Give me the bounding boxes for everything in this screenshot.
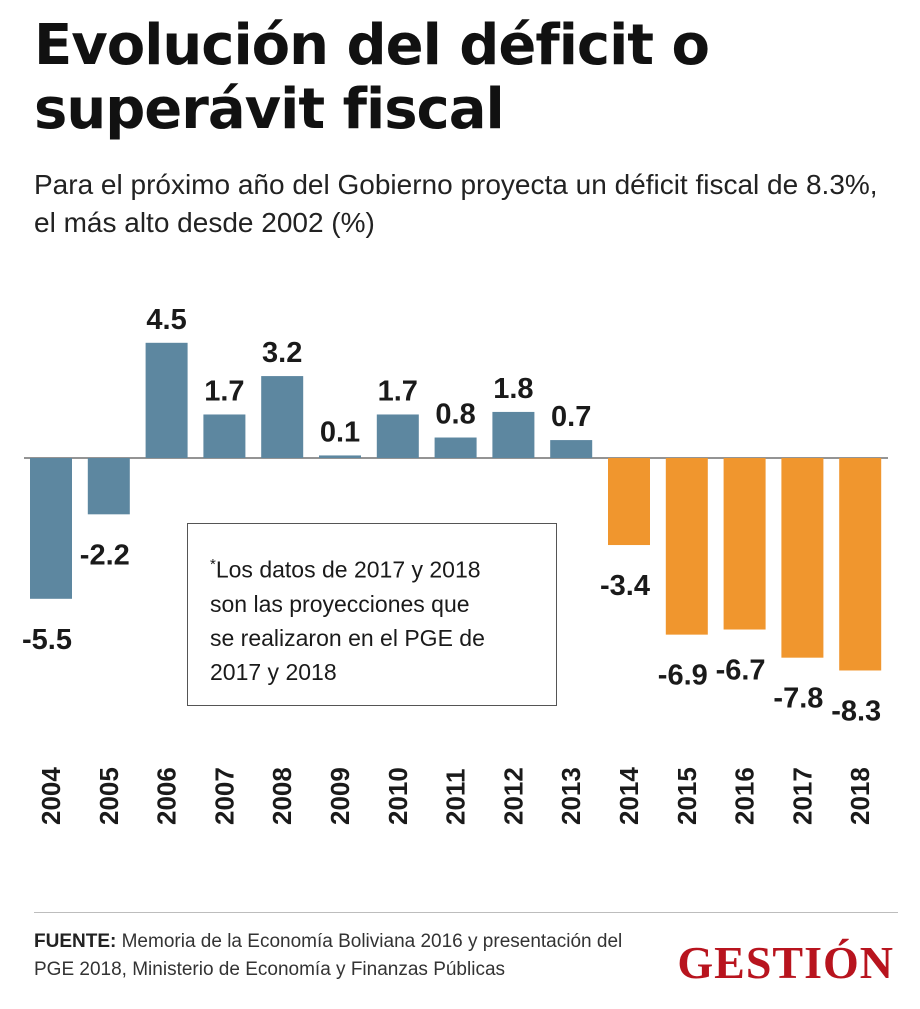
note-body: Los datos de 2017 y 2018 son las proyecc… bbox=[210, 556, 485, 685]
year-label-2007: 2007 bbox=[209, 767, 239, 825]
bar-2007 bbox=[203, 414, 246, 458]
value-label-2016: -6.7 bbox=[716, 655, 766, 687]
value-label-2005: -2.2 bbox=[80, 539, 130, 571]
bar-2010 bbox=[376, 414, 419, 458]
bar-2014 bbox=[608, 458, 650, 546]
gestion-logo: GESTIÓN bbox=[677, 937, 894, 988]
bar-2006 bbox=[145, 342, 188, 458]
year-label-2004: 2004 bbox=[36, 767, 66, 825]
bar-2012 bbox=[492, 411, 535, 458]
value-label-2004: -5.5 bbox=[22, 624, 72, 656]
value-label-2008: 3.2 bbox=[262, 337, 302, 369]
bar-2018 bbox=[839, 458, 882, 671]
bar-2016 bbox=[723, 458, 766, 630]
value-label-2007: 1.7 bbox=[204, 375, 244, 407]
value-label-2012: 1.8 bbox=[493, 373, 533, 405]
year-label-2015: 2015 bbox=[672, 767, 702, 825]
footer-divider bbox=[34, 912, 898, 913]
bar-chart: -5.5 2004 -2.2 2005 4.5 2006 1.7 2007 3.2 2008 0.1… bbox=[22, 304, 888, 825]
value-label-2011: 0.8 bbox=[435, 399, 475, 431]
bar-2008 bbox=[261, 376, 304, 458]
year-label-2005: 2005 bbox=[94, 767, 124, 825]
year-label-2012: 2012 bbox=[498, 767, 528, 825]
year-label-2017: 2017 bbox=[787, 767, 817, 825]
year-label-2016: 2016 bbox=[730, 767, 760, 825]
value-label-2010: 1.7 bbox=[378, 375, 418, 407]
bar-2015 bbox=[665, 458, 708, 635]
value-label-2013: 0.7 bbox=[551, 401, 591, 433]
year-label-2018: 2018 bbox=[845, 767, 875, 825]
value-label-2018: -8.3 bbox=[831, 695, 881, 727]
source-note: FUENTE: Memoria de la Economía Boliviana… bbox=[34, 928, 654, 984]
year-label-2008: 2008 bbox=[267, 767, 297, 825]
year-label-2009: 2009 bbox=[325, 767, 355, 825]
projection-note-box: *Los datos de 2017 y 2018 son las proyec… bbox=[187, 523, 557, 706]
value-label-2015: -6.9 bbox=[658, 660, 708, 692]
year-label-2013: 2013 bbox=[556, 767, 586, 825]
value-label-2014: -3.4 bbox=[600, 570, 650, 602]
note-asterisk: * bbox=[210, 556, 216, 573]
bar-2005 bbox=[87, 458, 130, 515]
year-label-2014: 2014 bbox=[614, 767, 644, 825]
chart-title: Evolución del déficit o superávit fiscal bbox=[34, 13, 710, 142]
source-text: Memoria de la Economía Boliviana 2016 y … bbox=[34, 931, 623, 980]
bar-2009 bbox=[319, 455, 361, 458]
chart-subtitle: Para el próximo año del Gobierno proyect… bbox=[34, 169, 878, 238]
year-label-2006: 2006 bbox=[152, 767, 182, 825]
bar-2004 bbox=[30, 458, 72, 599]
year-label-2010: 2010 bbox=[383, 767, 413, 825]
year-label-2011: 2011 bbox=[441, 769, 471, 825]
value-label-2017: -7.8 bbox=[773, 683, 823, 715]
source-label: FUENTE: bbox=[34, 931, 117, 952]
projection-note-text: *Los datos de 2017 y 2018 son las proyec… bbox=[210, 548, 550, 689]
bar-2011 bbox=[434, 437, 477, 458]
value-label-2009: 0.1 bbox=[320, 416, 360, 448]
bar-2017 bbox=[781, 458, 824, 658]
value-label-2006: 4.5 bbox=[146, 304, 186, 336]
bar-2013 bbox=[550, 440, 593, 458]
